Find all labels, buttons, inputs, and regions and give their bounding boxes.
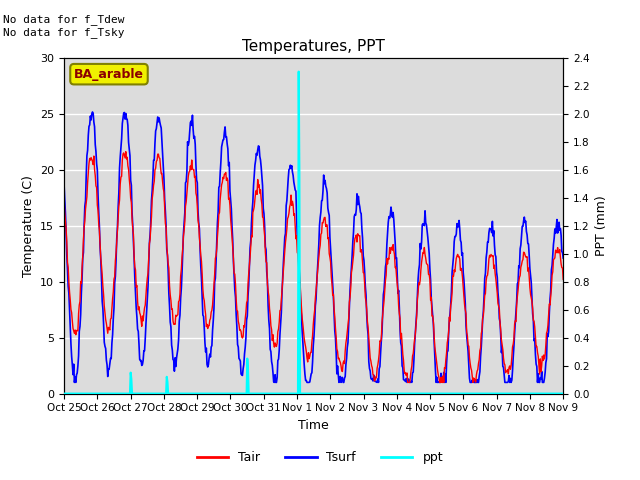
Title: Temperatures, PPT: Temperatures, PPT [242,39,385,54]
Text: No data for f_Tdew
No data for f_Tsky: No data for f_Tdew No data for f_Tsky [3,14,125,38]
Text: BA_arable: BA_arable [74,68,144,81]
Y-axis label: PPT (mm): PPT (mm) [595,195,608,256]
Y-axis label: Temperature (C): Temperature (C) [22,175,35,276]
X-axis label: Time: Time [298,419,329,432]
Legend: Tair, Tsurf, ppt: Tair, Tsurf, ppt [192,446,448,469]
